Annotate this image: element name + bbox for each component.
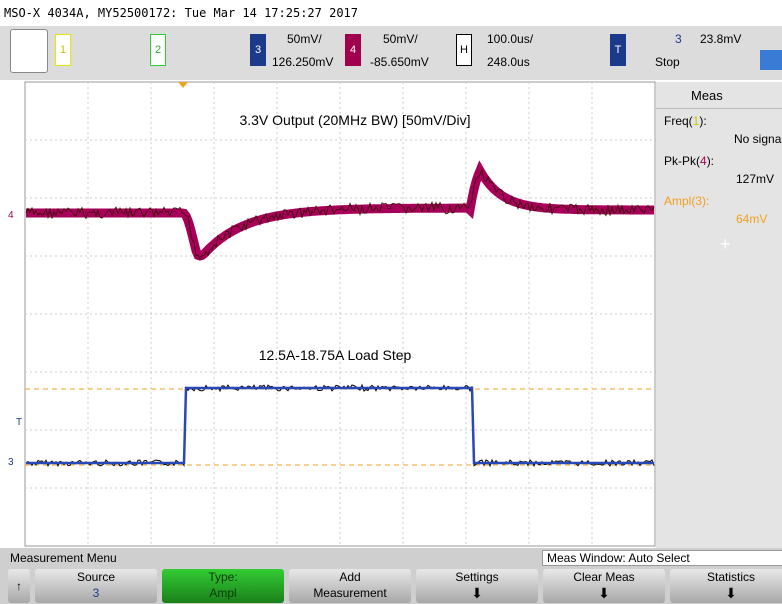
meas-label: Ampl(3): bbox=[664, 194, 709, 208]
meas-window: Meas Window: Auto Select bbox=[542, 550, 782, 566]
meas-name: Ampl( bbox=[664, 194, 695, 208]
graticule: 3.3V Output (20MHz BW) [50mV/Div] 12.5A-… bbox=[0, 80, 656, 548]
softkey-arrow: ⬇ bbox=[670, 585, 782, 601]
ch3-scale: 50mV/ bbox=[287, 32, 322, 46]
softkey-label: Add bbox=[289, 569, 411, 585]
horizontal-scale: 100.0us/ bbox=[487, 32, 533, 46]
softkey-menu: Measurement Menu Meas Window: Auto Selec… bbox=[0, 548, 782, 604]
softkey[interactable]: Settings⬇ bbox=[416, 569, 538, 603]
ch1-button[interactable]: 1 bbox=[55, 34, 71, 66]
meas-suffix: ): bbox=[699, 114, 706, 128]
softkey-value: 3 bbox=[35, 585, 157, 601]
softkey-value: Measurement bbox=[289, 585, 411, 601]
mode-button[interactable] bbox=[760, 50, 782, 70]
toolbar: 1 2 3 50mV/ 126.250mV 4 50mV/ -85.650mV … bbox=[0, 26, 782, 80]
meas-value: No signal bbox=[734, 132, 782, 146]
meas-label: Freq(1): bbox=[664, 114, 707, 128]
menu-button[interactable] bbox=[10, 29, 48, 73]
ch4-scale: 50mV/ bbox=[383, 32, 418, 46]
back-key[interactable]: ↑ bbox=[8, 569, 30, 603]
annotation: 3.3V Output (20MHz BW) [50mV/Div] bbox=[239, 112, 470, 128]
horizontal-delay: 248.0us bbox=[487, 55, 530, 69]
softkey[interactable]: Type:Ampl bbox=[162, 569, 284, 603]
softkey[interactable]: Statistics⬇ bbox=[670, 569, 782, 603]
menu-title: Measurement Menu bbox=[10, 551, 117, 565]
softkey-label: Settings bbox=[416, 569, 538, 585]
softkey[interactable]: Clear Meas⬇ bbox=[543, 569, 665, 603]
annotation: 12.5A-18.75A Load Step bbox=[259, 347, 412, 363]
meas-name: Pk-Pk( bbox=[664, 154, 700, 168]
meas-name: Freq( bbox=[664, 114, 693, 128]
softkey-value: Ampl bbox=[162, 585, 284, 601]
title: MSO-X 4034A, MY52500172: Tue Mar 14 17:2… bbox=[4, 6, 358, 20]
softkey-arrow: ⬇ bbox=[416, 585, 538, 601]
meas-channel: 4 bbox=[700, 154, 707, 168]
ch3-offset: 126.250mV bbox=[272, 55, 333, 69]
trigger-level: 23.8mV bbox=[700, 32, 741, 46]
ch4-marker: 4 bbox=[8, 210, 14, 221]
ch2-button[interactable]: 2 bbox=[150, 34, 166, 66]
meas-label: Pk-Pk(4): bbox=[664, 154, 714, 168]
ch3-marker: 3 bbox=[8, 457, 14, 468]
trigger-marker: T bbox=[16, 417, 22, 428]
ch4-button[interactable]: 4 bbox=[345, 34, 361, 66]
ch3-button[interactable]: 3 bbox=[250, 34, 266, 66]
softkey-label: Type: bbox=[162, 569, 284, 585]
meas-suffix: ): bbox=[702, 194, 709, 208]
run-state: Stop bbox=[655, 55, 680, 69]
softkey-label: Source bbox=[35, 569, 157, 585]
trigger-button[interactable]: T bbox=[610, 34, 626, 66]
meas-value: 127mV bbox=[736, 172, 774, 186]
softkey-label: Clear Meas bbox=[543, 569, 665, 585]
scope-screen: {"header":{"title":"MSO-X 4034A, MY52500… bbox=[0, 0, 782, 604]
horizontal-button[interactable]: H bbox=[456, 34, 472, 66]
trigger-source: 3 bbox=[675, 32, 682, 46]
softkey-label: Statistics bbox=[670, 569, 782, 585]
softkey-arrow: ⬇ bbox=[543, 585, 665, 601]
panel-title: Meas bbox=[691, 88, 723, 103]
meas-value: 64mV bbox=[736, 212, 767, 226]
ch4-offset: -85.650mV bbox=[370, 55, 429, 69]
meas-suffix: ): bbox=[707, 154, 714, 168]
